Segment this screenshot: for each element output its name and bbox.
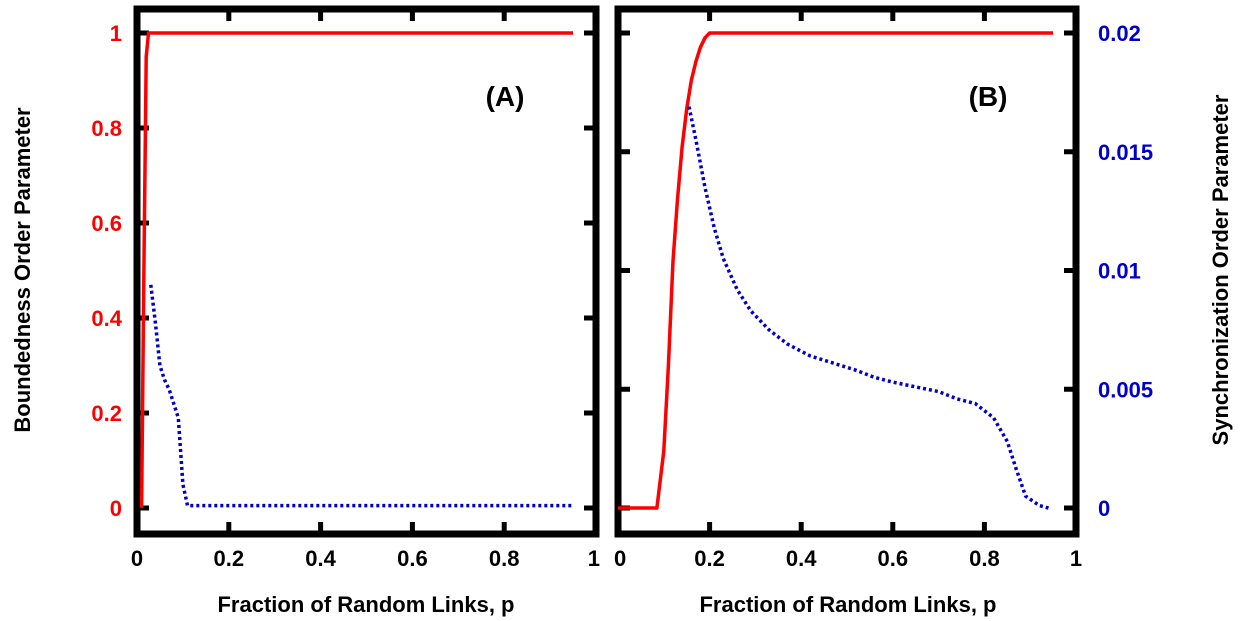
panel-b-x-tick-label: 1 [1070,546,1082,571]
panel-a-frame [133,5,600,538]
panel-a-y-tick-label: 0.4 [91,306,122,331]
panel-b-x-axis-title: Fraction of Random Links, p [699,592,996,617]
panel-a-synchronization-line [149,284,573,508]
panel-b-x-tick-label: 0.6 [878,546,909,571]
panel-a-y-tick-label: 0.2 [91,401,122,426]
panel-a-y-tick-label: 0.8 [91,116,122,141]
panel-a-y-tick-label: 1 [110,21,122,46]
panel-b-label: (B) [969,81,1008,112]
panel-a-boundedness-line [139,31,573,509]
panel-b-boundedness-line [618,31,1054,510]
panel-a-x-tick-label: 1 [588,546,600,571]
panel-a-x-tick-label: 0 [131,546,143,571]
right-y-axis-title: Synchronization Order Parameter [1208,94,1233,445]
panel-a-x-tick-label: 0.8 [489,546,520,571]
panel-a-x-tick-label: 0.4 [305,546,336,571]
panel-a-y-tick-label: 0 [110,496,122,521]
panel-b-x-tick-label: 0.2 [694,546,725,571]
panel-b-y-right-tick-label: 0.005 [1098,377,1153,402]
panel-b-y-right-tick-label: 0.02 [1098,21,1141,46]
panel-b-x-tick-label: 0 [614,546,626,571]
panel-b-y-right-tick-label: 0.015 [1098,140,1153,165]
panel-a-x-tick-label: 0.2 [214,546,245,571]
panel-b-x-tick-label: 0.4 [786,546,817,571]
panel-a-chart: 0 0.2 0.4 0.6 0.8 1 0 0.2 0.4 0.6 0.8 1 (A) [91,5,600,571]
panel-b-y-right-tick-label: 0 [1098,496,1110,521]
panel-b-y-right-tick-label: 0.01 [1098,259,1141,284]
panel-a-y-tick-label: 0.6 [91,211,122,236]
panel-b-synchronization-line [687,106,1049,510]
panel-a-label: (A) [486,81,525,112]
panel-a-x-axis-title: Fraction of Random Links, p [217,592,514,617]
panel-a-x-tick-label: 0.6 [397,546,428,571]
left-y-axis-title: Boundedness Order Parameter [10,107,35,433]
panel-b-x-tick-label: 0.8 [969,546,1000,571]
